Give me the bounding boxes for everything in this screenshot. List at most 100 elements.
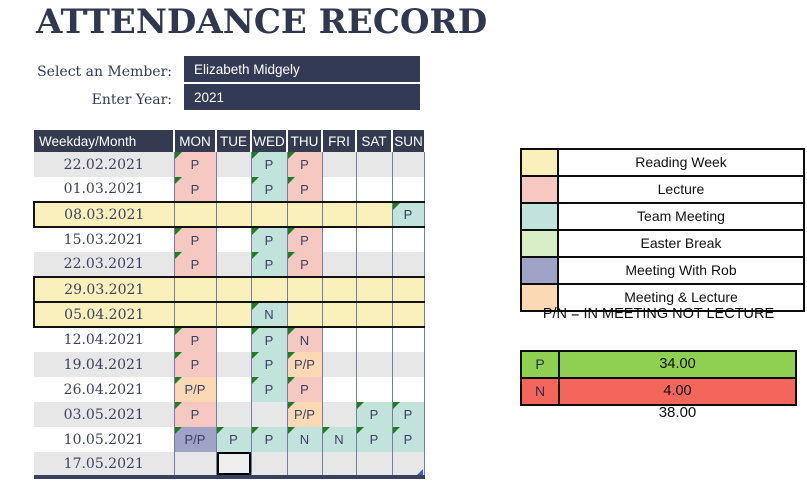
cell-08-03-2021-thu[interactable] bbox=[287, 201, 323, 228]
cell-12-04-2021-sun[interactable] bbox=[392, 327, 425, 352]
cell-05-04-2021-sun[interactable] bbox=[392, 301, 425, 328]
column-header-wed[interactable]: WED bbox=[251, 130, 288, 152]
cell-22-02-2021-tue[interactable] bbox=[216, 152, 252, 177]
cell-22-02-2021-wed[interactable]: P bbox=[251, 152, 288, 177]
column-header-sat[interactable]: SAT bbox=[356, 130, 393, 152]
cell-12-04-2021-thu[interactable]: N bbox=[287, 327, 323, 352]
cell-26-04-2021-fri[interactable] bbox=[322, 377, 357, 402]
column-header-weekday-month[interactable]: Weekday/Month bbox=[34, 130, 175, 152]
column-header-fri[interactable]: FRI bbox=[322, 130, 357, 152]
column-header-tue[interactable]: TUE bbox=[216, 130, 252, 152]
date-cell-22-03-2021[interactable]: 22.03.2021 bbox=[34, 252, 175, 277]
cell-12-04-2021-sat[interactable] bbox=[356, 327, 393, 352]
cell-15-03-2021-fri[interactable] bbox=[322, 227, 357, 252]
cell-15-03-2021-sun[interactable] bbox=[392, 227, 425, 252]
date-cell-19-04-2021[interactable]: 19.04.2021 bbox=[34, 352, 175, 377]
cell-01-03-2021-fri[interactable] bbox=[322, 177, 357, 202]
date-cell-08-03-2021[interactable]: 08.03.2021 bbox=[33, 201, 175, 228]
cell-26-04-2021-tue[interactable] bbox=[216, 377, 252, 402]
cell-19-04-2021-fri[interactable] bbox=[322, 352, 357, 377]
member-select-input[interactable] bbox=[184, 56, 420, 82]
cell-22-03-2021-mon[interactable]: P bbox=[174, 252, 217, 277]
cell-01-03-2021-thu[interactable]: P bbox=[287, 177, 323, 202]
cell-19-04-2021-thu[interactable]: P/P bbox=[287, 352, 323, 377]
cell-26-04-2021-sat[interactable] bbox=[356, 377, 393, 402]
cell-01-03-2021-sat[interactable] bbox=[356, 177, 393, 202]
cell-05-04-2021-mon[interactable] bbox=[174, 301, 217, 328]
cell-17-05-2021-mon[interactable] bbox=[174, 452, 217, 479]
cell-22-03-2021-fri[interactable] bbox=[322, 252, 357, 277]
cell-17-05-2021-fri[interactable] bbox=[322, 452, 357, 479]
cell-01-03-2021-mon[interactable]: P bbox=[174, 177, 217, 202]
cell-29-03-2021-sat[interactable] bbox=[356, 276, 393, 303]
date-cell-22-02-2021[interactable]: 22.02.2021 bbox=[34, 152, 175, 177]
cell-15-03-2021-thu[interactable]: P bbox=[287, 227, 323, 252]
cell-26-04-2021-thu[interactable]: P bbox=[287, 377, 323, 402]
cell-26-04-2021-sun[interactable] bbox=[392, 377, 425, 402]
date-cell-12-04-2021[interactable]: 12.04.2021 bbox=[34, 327, 175, 352]
cell-08-03-2021-sat[interactable] bbox=[356, 201, 393, 228]
cell-10-05-2021-wed[interactable]: P bbox=[251, 427, 288, 452]
cell-22-03-2021-sat[interactable] bbox=[356, 252, 393, 277]
cell-03-05-2021-sun[interactable]: P bbox=[392, 402, 425, 427]
date-cell-03-05-2021[interactable]: 03.05.2021 bbox=[34, 402, 175, 427]
cell-03-05-2021-fri[interactable] bbox=[322, 402, 357, 427]
date-cell-29-03-2021[interactable]: 29.03.2021 bbox=[33, 276, 175, 303]
cell-03-05-2021-sat[interactable]: P bbox=[356, 402, 393, 427]
year-input[interactable] bbox=[184, 84, 420, 110]
cell-08-03-2021-fri[interactable] bbox=[322, 201, 357, 228]
cell-08-03-2021-wed[interactable] bbox=[251, 201, 288, 228]
column-header-sun[interactable]: SUN bbox=[392, 130, 424, 152]
date-cell-01-03-2021[interactable]: 01.03.2021 bbox=[34, 177, 175, 202]
cell-15-03-2021-sat[interactable] bbox=[356, 227, 393, 252]
cell-26-04-2021-mon[interactable]: P/P bbox=[174, 377, 217, 402]
cell-22-03-2021-thu[interactable]: P bbox=[287, 252, 323, 277]
cell-22-03-2021-sun[interactable] bbox=[392, 252, 425, 277]
cell-29-03-2021-fri[interactable] bbox=[322, 276, 357, 303]
cell-29-03-2021-thu[interactable] bbox=[287, 276, 323, 303]
cell-10-05-2021-mon[interactable]: P/P bbox=[174, 427, 217, 452]
cell-22-02-2021-fri[interactable] bbox=[322, 152, 357, 177]
column-header-mon[interactable]: MON bbox=[174, 130, 217, 152]
cell-19-04-2021-sun[interactable] bbox=[392, 352, 425, 377]
cell-10-05-2021-sat[interactable]: P bbox=[356, 427, 393, 452]
cell-22-03-2021-tue[interactable] bbox=[216, 252, 252, 277]
cell-17-05-2021-sun[interactable] bbox=[392, 452, 425, 479]
cell-12-04-2021-wed[interactable]: P bbox=[251, 327, 288, 352]
cell-08-03-2021-sun[interactable]: P bbox=[392, 201, 425, 228]
cell-19-04-2021-tue[interactable] bbox=[216, 352, 252, 377]
cell-22-02-2021-sat[interactable] bbox=[356, 152, 393, 177]
cell-08-03-2021-tue[interactable] bbox=[216, 201, 252, 228]
cell-29-03-2021-mon[interactable] bbox=[174, 276, 217, 303]
cell-17-05-2021-thu[interactable] bbox=[287, 452, 323, 479]
cell-12-04-2021-fri[interactable] bbox=[322, 327, 357, 352]
cell-05-04-2021-tue[interactable] bbox=[216, 301, 252, 328]
cell-03-05-2021-wed[interactable] bbox=[251, 402, 288, 427]
cell-03-05-2021-thu[interactable]: P/P bbox=[287, 402, 323, 427]
date-cell-10-05-2021[interactable]: 10.05.2021 bbox=[34, 427, 175, 452]
date-cell-05-04-2021[interactable]: 05.04.2021 bbox=[33, 301, 175, 328]
date-cell-17-05-2021[interactable]: 17.05.2021 bbox=[34, 452, 175, 479]
cell-10-05-2021-tue[interactable]: P bbox=[216, 427, 252, 452]
cell-05-04-2021-wed[interactable]: N bbox=[251, 301, 288, 328]
cell-22-02-2021-thu[interactable]: P bbox=[287, 152, 323, 177]
table-resize-handle-icon[interactable] bbox=[416, 469, 423, 475]
date-cell-15-03-2021[interactable]: 15.03.2021 bbox=[34, 227, 175, 252]
cell-19-04-2021-mon[interactable]: P bbox=[174, 352, 217, 377]
cell-26-04-2021-wed[interactable]: P bbox=[251, 377, 288, 402]
cell-10-05-2021-fri[interactable]: N bbox=[322, 427, 357, 452]
cell-22-03-2021-wed[interactable]: P bbox=[251, 252, 288, 277]
cell-08-03-2021-mon[interactable] bbox=[174, 201, 217, 228]
cell-29-03-2021-wed[interactable] bbox=[251, 276, 288, 303]
cell-03-05-2021-mon[interactable]: P bbox=[174, 402, 217, 427]
cell-29-03-2021-sun[interactable] bbox=[392, 276, 425, 303]
cell-01-03-2021-tue[interactable] bbox=[216, 177, 252, 202]
cell-05-04-2021-sat[interactable] bbox=[356, 301, 393, 328]
cell-15-03-2021-mon[interactable]: P bbox=[174, 227, 217, 252]
cell-05-04-2021-fri[interactable] bbox=[322, 301, 357, 328]
date-cell-26-04-2021[interactable]: 26.04.2021 bbox=[34, 377, 175, 402]
cell-01-03-2021-wed[interactable]: P bbox=[251, 177, 288, 202]
cell-03-05-2021-tue[interactable] bbox=[216, 402, 252, 427]
cell-19-04-2021-wed[interactable]: P bbox=[251, 352, 288, 377]
cell-29-03-2021-tue[interactable] bbox=[216, 276, 252, 303]
